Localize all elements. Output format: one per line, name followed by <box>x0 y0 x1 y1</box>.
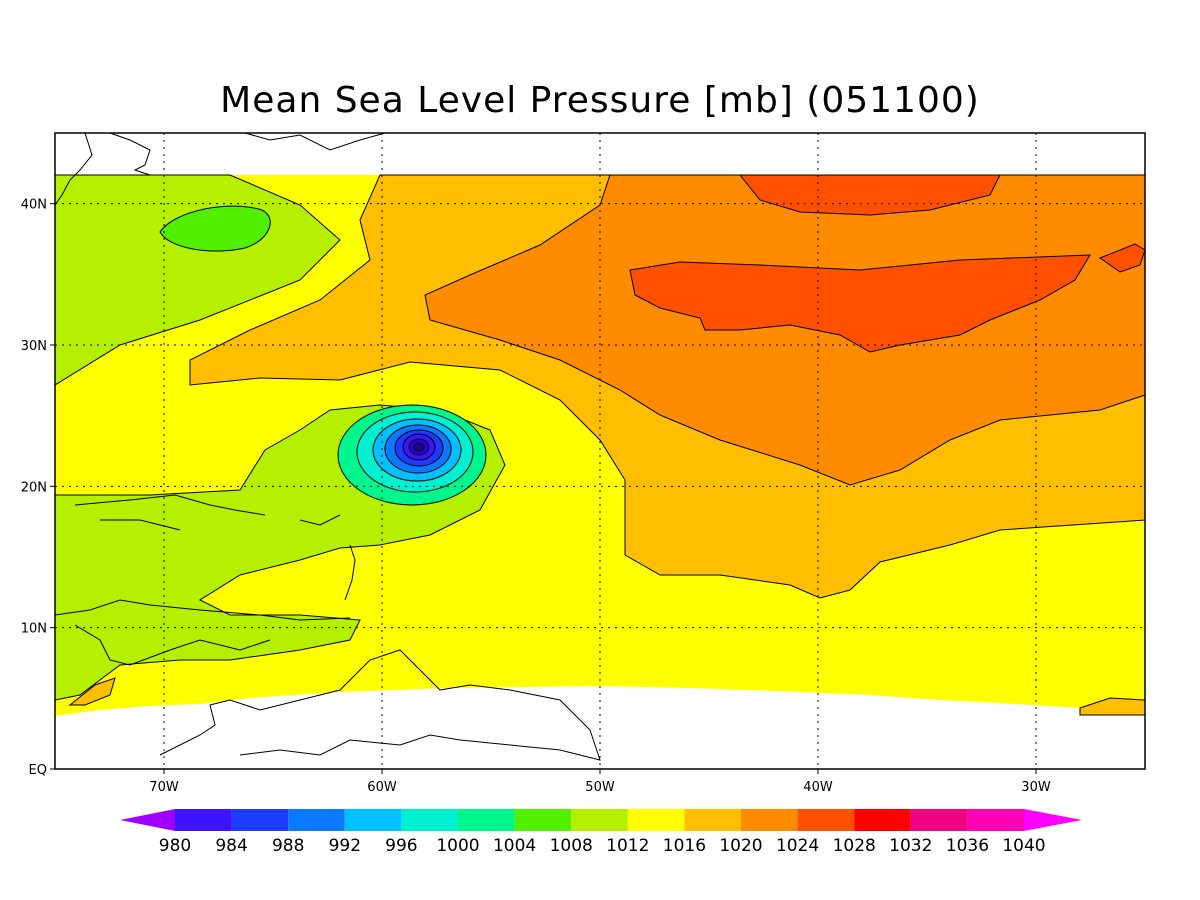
colorbar-swatch <box>854 809 911 831</box>
colorbar-swatch <box>967 809 1024 831</box>
colorbar-arrow-high <box>1024 809 1082 831</box>
colorbar-label: 1020 <box>719 836 762 856</box>
page-title: Mean Sea Level Pressure [mb] (051100) <box>220 80 980 121</box>
x-tick-label: 70W <box>149 780 179 795</box>
colorbar-swatch <box>514 809 572 831</box>
colorbar-label: 984 <box>215 836 247 856</box>
colorbar-swatch <box>797 809 855 831</box>
y-tick-label: 30N <box>21 339 47 354</box>
colorbar-label: 996 <box>385 836 417 856</box>
field-1028-north <box>738 174 1001 216</box>
colorbar-swatch <box>910 809 968 831</box>
x-tick-label: 60W <box>367 780 397 795</box>
field-1028-central <box>629 254 1091 353</box>
field-1008-north <box>159 205 271 252</box>
field-1028-east <box>1098 243 1145 273</box>
x-tick-label: 40W <box>803 780 833 795</box>
colorbar-swatch <box>344 809 402 831</box>
colorbar-label: 1036 <box>946 836 989 856</box>
colorbar-swatch <box>741 809 798 831</box>
coastlines <box>55 133 601 761</box>
x-axis: 70W 60W 50W 40W 30W <box>149 769 1051 795</box>
colorbar-label: 1008 <box>550 836 593 856</box>
y-tick-label: 40N <box>21 198 47 213</box>
colorbar-label: 988 <box>272 836 304 856</box>
colorbar-swatch <box>571 809 628 831</box>
colorbar-label: 1016 <box>663 836 706 856</box>
colorbar-label: 1012 <box>606 836 649 856</box>
colorbar-arrow-low <box>120 809 175 831</box>
grid-lines <box>55 133 1145 769</box>
colorbar-swatch <box>175 809 232 831</box>
x-tick-label: 50W <box>585 780 615 795</box>
colorbar-label: 992 <box>329 836 361 856</box>
colorbar-swatch <box>684 809 741 831</box>
colorbar-swatch <box>401 809 458 831</box>
colorbar-label: 1040 <box>1002 836 1045 856</box>
colorbar-label: 1032 <box>889 836 932 856</box>
low-pressure-system <box>337 404 487 506</box>
field-1020-southeast <box>1079 697 1145 716</box>
y-tick-label: 20N <box>21 480 47 495</box>
colorbar-label: 1004 <box>493 836 536 856</box>
field-1020-south <box>68 677 116 706</box>
colorbar-label: 1000 <box>436 836 479 856</box>
field-1024 <box>424 174 1145 486</box>
colorbar-swatch <box>627 809 685 831</box>
y-axis: EQ 10N 20N 30N 40N <box>21 198 55 778</box>
colorbar: 980 984 988 992 996 1000 1004 1008 1012 1016 1020 1… <box>120 809 1082 856</box>
y-tick-label: EQ <box>29 763 47 778</box>
colorbar-label: 1024 <box>776 836 819 856</box>
y-tick-label: 10N <box>21 622 47 637</box>
colorbar-label: 1028 <box>833 836 876 856</box>
colorbar-label: 980 <box>159 836 191 856</box>
colorbar-swatch <box>458 809 515 831</box>
colorbar-swatch <box>288 809 345 831</box>
colorbar-swatch <box>231 809 289 831</box>
x-tick-label: 30W <box>1021 780 1051 795</box>
